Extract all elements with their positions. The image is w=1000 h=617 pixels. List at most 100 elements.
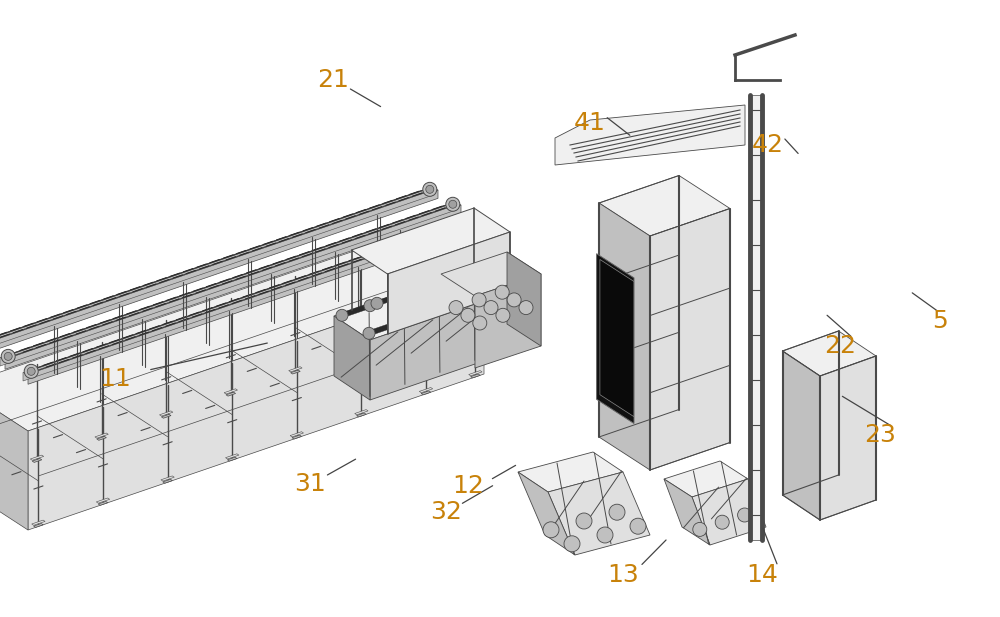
Polygon shape (548, 472, 650, 555)
Polygon shape (160, 411, 173, 416)
Circle shape (364, 300, 376, 312)
Circle shape (336, 309, 348, 321)
Polygon shape (408, 280, 444, 294)
Polygon shape (23, 217, 484, 376)
Text: 23: 23 (864, 423, 896, 447)
Polygon shape (400, 309, 436, 324)
Circle shape (426, 185, 434, 193)
Polygon shape (555, 105, 745, 165)
Circle shape (446, 197, 460, 211)
Polygon shape (355, 348, 365, 352)
Circle shape (630, 518, 646, 534)
Polygon shape (357, 413, 366, 417)
Polygon shape (443, 267, 479, 282)
Circle shape (473, 316, 487, 330)
Polygon shape (782, 351, 820, 520)
Polygon shape (435, 297, 471, 312)
Polygon shape (0, 190, 438, 354)
Polygon shape (226, 453, 239, 459)
Polygon shape (97, 436, 106, 441)
Polygon shape (32, 520, 45, 525)
Circle shape (434, 276, 446, 288)
Polygon shape (353, 345, 367, 350)
Polygon shape (95, 433, 108, 438)
Polygon shape (365, 321, 401, 336)
Polygon shape (15, 207, 449, 355)
Polygon shape (355, 410, 368, 415)
Polygon shape (0, 202, 461, 361)
Circle shape (433, 304, 445, 315)
Circle shape (738, 508, 752, 522)
Polygon shape (475, 274, 541, 368)
Polygon shape (820, 356, 876, 520)
Polygon shape (600, 260, 634, 416)
Circle shape (449, 201, 457, 209)
Polygon shape (290, 432, 304, 437)
Text: 31: 31 (294, 473, 326, 496)
Polygon shape (291, 370, 300, 374)
Circle shape (4, 352, 12, 360)
Circle shape (423, 183, 437, 196)
Circle shape (461, 308, 475, 322)
Text: 12: 12 (452, 474, 484, 498)
Polygon shape (32, 458, 42, 462)
Polygon shape (292, 435, 302, 439)
Polygon shape (23, 217, 479, 381)
Circle shape (472, 293, 486, 307)
Polygon shape (0, 187, 433, 351)
Circle shape (576, 513, 592, 529)
Circle shape (1, 349, 15, 363)
Polygon shape (599, 203, 650, 470)
Polygon shape (161, 414, 171, 418)
Polygon shape (470, 285, 506, 300)
Circle shape (496, 282, 508, 294)
Polygon shape (30, 455, 44, 460)
Polygon shape (226, 392, 236, 396)
Polygon shape (34, 523, 43, 528)
Polygon shape (352, 208, 510, 274)
Text: 21: 21 (317, 68, 349, 92)
Text: 32: 32 (430, 500, 462, 524)
Circle shape (399, 288, 411, 300)
Polygon shape (597, 254, 634, 423)
Polygon shape (405, 331, 414, 335)
Polygon shape (0, 386, 28, 530)
Circle shape (469, 212, 483, 226)
Circle shape (715, 515, 729, 529)
Polygon shape (98, 502, 108, 505)
Polygon shape (469, 371, 482, 376)
Polygon shape (28, 275, 484, 530)
Circle shape (507, 293, 521, 307)
Polygon shape (419, 387, 433, 392)
Polygon shape (664, 461, 748, 497)
Circle shape (24, 364, 38, 378)
Text: 5: 5 (932, 309, 948, 333)
Polygon shape (12, 205, 446, 354)
Polygon shape (441, 252, 541, 296)
Text: 41: 41 (574, 112, 606, 135)
Circle shape (391, 318, 403, 329)
Polygon shape (370, 292, 510, 400)
Circle shape (441, 273, 453, 285)
Circle shape (449, 300, 463, 315)
Text: 11: 11 (99, 368, 131, 391)
Circle shape (398, 315, 410, 327)
Circle shape (484, 300, 498, 315)
Polygon shape (664, 479, 710, 545)
Circle shape (461, 294, 473, 305)
Polygon shape (38, 222, 472, 371)
Polygon shape (0, 190, 423, 339)
Polygon shape (0, 187, 438, 346)
Polygon shape (471, 374, 480, 378)
Circle shape (468, 291, 480, 304)
Polygon shape (334, 316, 370, 400)
Circle shape (543, 522, 559, 538)
Circle shape (609, 504, 625, 520)
Circle shape (27, 367, 35, 375)
Text: 13: 13 (607, 563, 639, 587)
Circle shape (426, 305, 438, 318)
Polygon shape (224, 389, 238, 394)
Circle shape (519, 300, 533, 315)
Polygon shape (750, 95, 762, 540)
Text: 22: 22 (824, 334, 856, 357)
